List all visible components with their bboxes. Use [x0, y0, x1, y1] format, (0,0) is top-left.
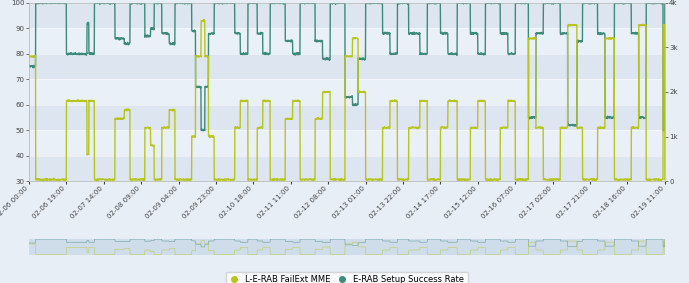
Bar [29, 156, 665, 181]
Bar [29, 79, 665, 105]
Bar [29, 3, 665, 28]
Bar [29, 105, 665, 130]
Bar [29, 54, 665, 79]
Legend: L-E-RAB FailExt MME, E-RAB Setup Success Rate: L-E-RAB FailExt MME, E-RAB Setup Success… [226, 272, 468, 283]
Bar [29, 28, 665, 54]
Bar [29, 130, 665, 156]
